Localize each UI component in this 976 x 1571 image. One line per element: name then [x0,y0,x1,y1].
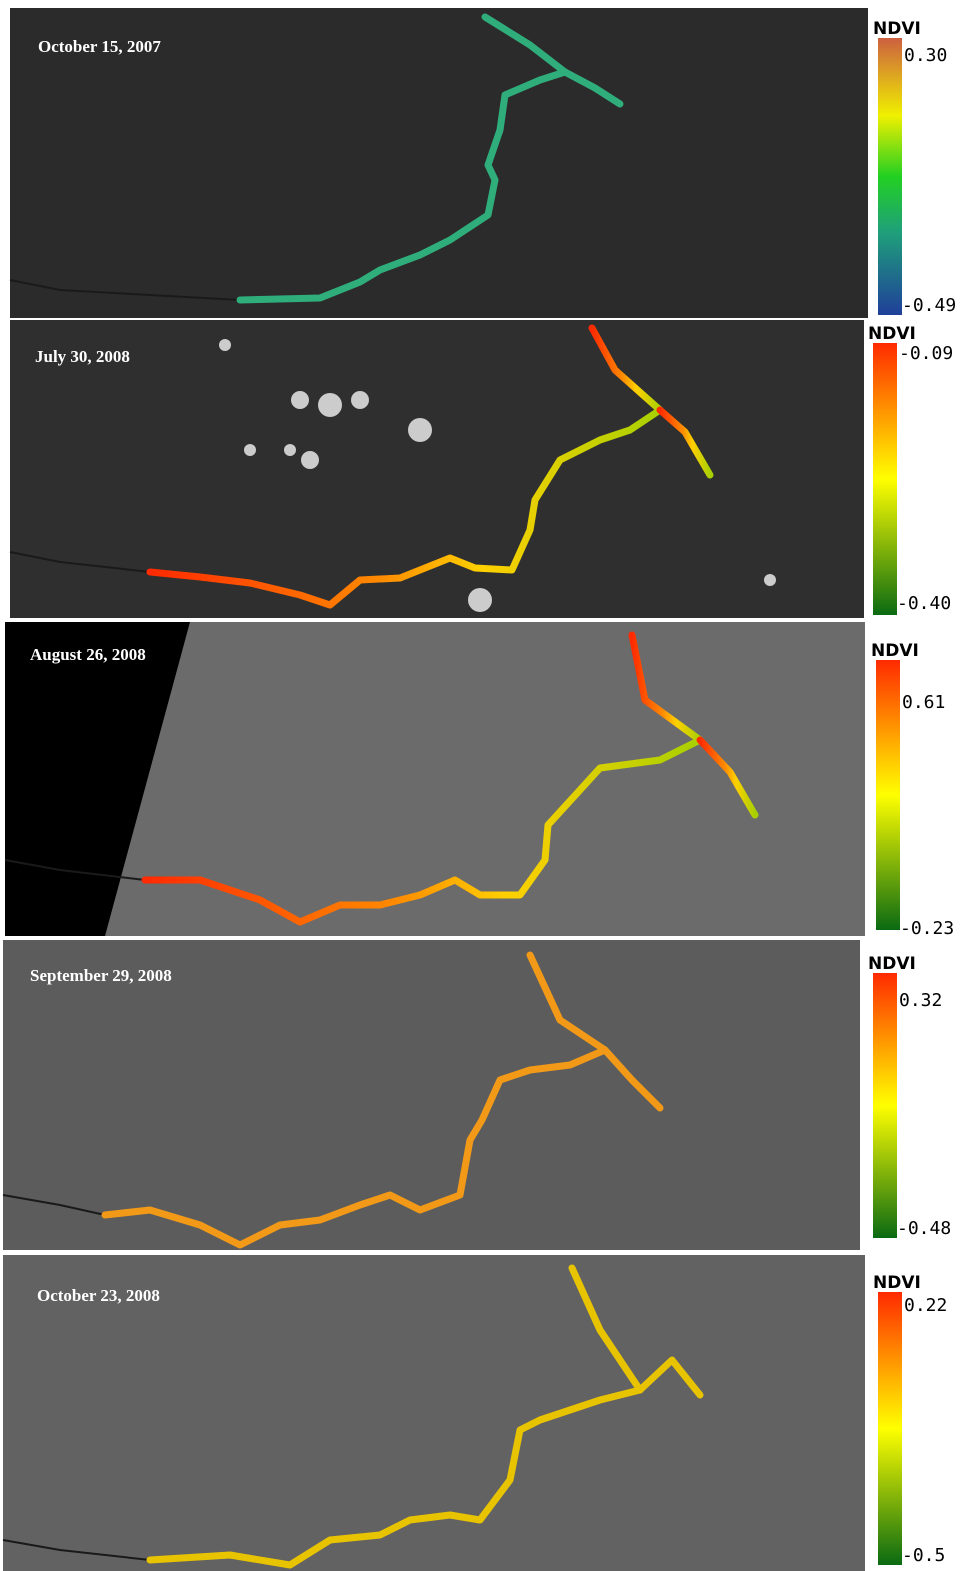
colorbar-max: 0.61 [902,692,945,713]
cloud [219,339,231,351]
date-label: October 23, 2008 [37,1286,160,1305]
colorbar-max: -0.09 [899,343,953,364]
colorbar-title: NDVI [868,324,916,344]
date-label: September 29, 2008 [30,966,172,985]
cloud [318,393,342,417]
panel: August 26, 2008 NDVI 0.61 -0.23 [5,622,954,939]
cloud [408,418,432,442]
cloud [764,574,776,586]
colorbar-min: -0.49 [902,295,956,316]
date-label: October 15, 2007 [38,37,161,56]
colorbar-title: NDVI [871,641,919,661]
colorbar [873,343,897,615]
satellite-image [10,320,864,618]
colorbar-min: -0.48 [897,1218,951,1239]
colorbar [878,1292,902,1565]
colorbar-title: NDVI [868,954,916,974]
date-label: August 26, 2008 [30,645,146,664]
colorbar [873,973,897,1238]
colorbar-title: NDVI [873,1273,921,1293]
cloud [284,444,296,456]
cloud [291,391,309,409]
colorbar-max: 0.30 [904,45,947,66]
panel: July 30, 2008 NDVI-0.09 -0.40 [10,320,953,618]
colorbar-min: -0.23 [900,918,954,939]
colorbar-max: 0.32 [899,990,942,1011]
cloud [244,444,256,456]
colorbar [878,38,902,315]
colorbar-title: NDVI [873,19,921,39]
colorbar [876,660,900,930]
panel: October 15, 2007 NDVI 0.30 -0.49 [10,8,956,318]
colorbar-min: -0.5 [902,1545,945,1566]
panel: September 29, 2008 NDVI 0.32 -0.48 [3,940,951,1250]
cloud [301,451,319,469]
cloud [351,391,369,409]
colorbar-min: -0.40 [897,593,951,614]
figure: October 15, 2007 NDVI 0.30 -0.49 July 30, 20… [0,0,976,1571]
date-label: July 30, 2008 [35,347,130,366]
colorbar-max: 0.22 [904,1295,947,1316]
cloud [468,588,492,612]
